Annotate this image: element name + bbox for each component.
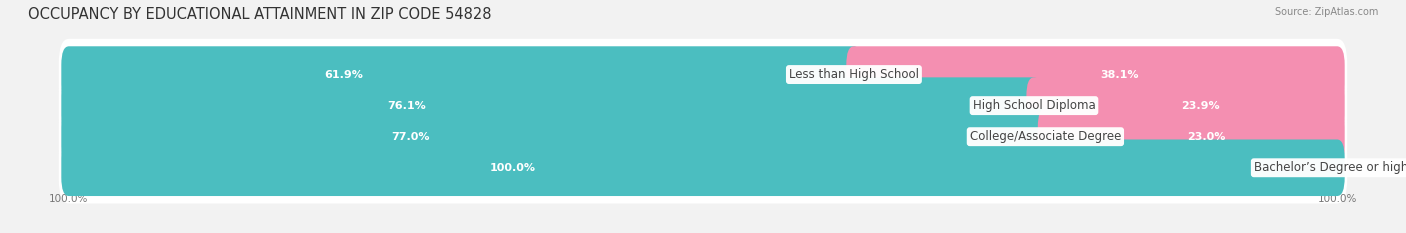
FancyBboxPatch shape [1038,108,1344,165]
FancyBboxPatch shape [59,39,1347,110]
Text: Less than High School: Less than High School [789,68,920,81]
Text: High School Diploma: High School Diploma [973,99,1095,112]
Text: 38.1%: 38.1% [1101,70,1139,79]
FancyBboxPatch shape [1026,77,1344,134]
FancyBboxPatch shape [59,132,1347,203]
Text: 61.9%: 61.9% [325,70,363,79]
Text: Bachelor’s Degree or higher: Bachelor’s Degree or higher [1254,161,1406,174]
Text: OCCUPANCY BY EDUCATIONAL ATTAINMENT IN ZIP CODE 54828: OCCUPANCY BY EDUCATIONAL ATTAINMENT IN Z… [28,7,492,22]
FancyBboxPatch shape [62,140,1344,196]
Text: 76.1%: 76.1% [387,101,426,111]
Text: Source: ZipAtlas.com: Source: ZipAtlas.com [1274,7,1378,17]
Text: 23.9%: 23.9% [1181,101,1220,111]
FancyBboxPatch shape [62,46,862,103]
Text: 77.0%: 77.0% [391,132,430,142]
Text: 0.0%: 0.0% [1388,163,1406,173]
FancyBboxPatch shape [846,46,1344,103]
Text: 100.0%: 100.0% [489,163,536,173]
Text: College/Associate Degree: College/Associate Degree [970,130,1121,143]
Text: 23.0%: 23.0% [1187,132,1225,142]
FancyBboxPatch shape [59,101,1347,172]
FancyBboxPatch shape [62,108,1053,165]
FancyBboxPatch shape [62,77,1042,134]
FancyBboxPatch shape [59,70,1347,141]
